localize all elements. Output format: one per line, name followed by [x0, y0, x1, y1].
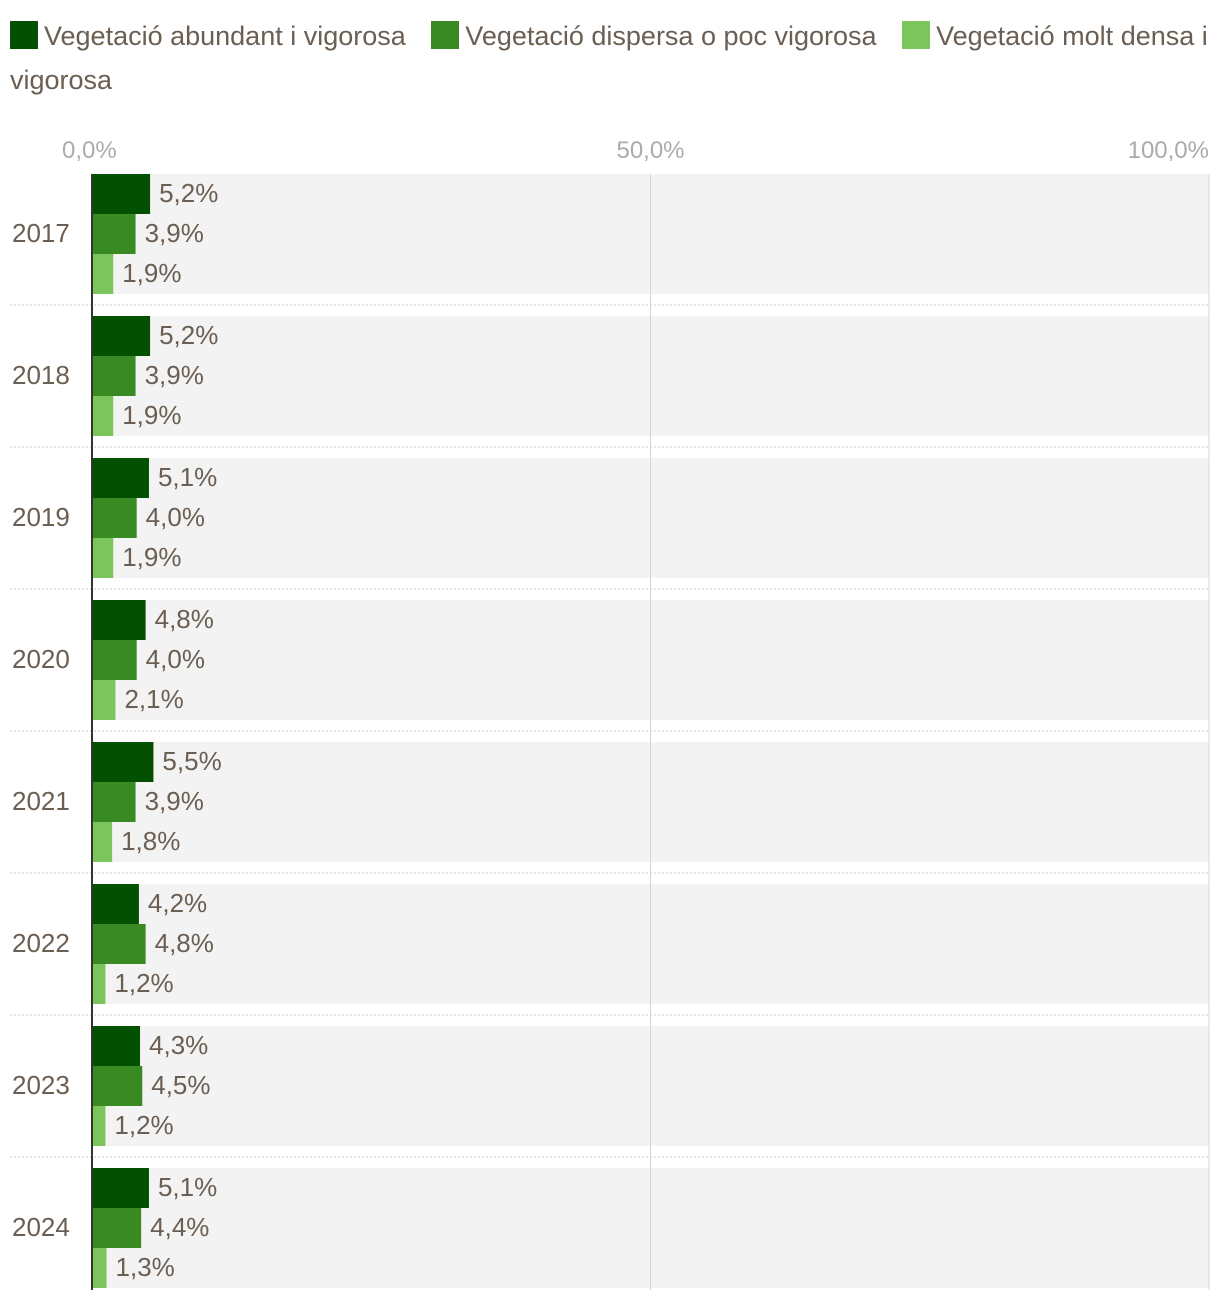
legend: Vegetació abundant i vigorosa Vegetació … [10, 14, 1210, 102]
data-label: 5,1% [158, 1172, 217, 1202]
bar [92, 174, 151, 214]
bar [92, 822, 113, 862]
x-tick-label: 0,0% [62, 137, 117, 164]
legend-swatch [10, 21, 38, 49]
bar [92, 1106, 106, 1146]
bar [92, 316, 151, 356]
bar [92, 964, 106, 1004]
bar [92, 680, 116, 720]
data-label: 1,9% [122, 400, 181, 430]
data-label: 1,9% [122, 258, 181, 288]
data-label: 3,9% [145, 360, 204, 390]
bar [92, 884, 139, 924]
data-label: 4,0% [146, 644, 205, 674]
data-label: 1,8% [121, 826, 180, 856]
bar [92, 1066, 143, 1106]
bar [92, 498, 137, 538]
legend-label: Vegetació abundant i vigorosa [44, 21, 406, 51]
bar [92, 1208, 142, 1248]
legend-swatch [431, 21, 460, 49]
category-label: 2023 [12, 1070, 70, 1100]
legend-item: Vegetació molt densa i vigorosa [10, 21, 1208, 95]
data-label: 5,5% [162, 746, 221, 776]
x-tick-label: 50,0% [616, 137, 684, 164]
bar [92, 782, 136, 822]
data-label: 4,2% [148, 888, 207, 918]
bar [92, 356, 136, 396]
bar [92, 214, 136, 254]
bar [92, 600, 146, 640]
category-label: 2018 [12, 360, 70, 390]
data-label: 5,2% [159, 178, 218, 208]
bar [92, 924, 146, 964]
data-label: 1,2% [114, 968, 173, 998]
bar [92, 396, 114, 436]
legend-label: Vegetació molt densa i vigorosa [10, 21, 1208, 95]
category-label: 2019 [12, 502, 70, 532]
category-label: 2024 [12, 1212, 70, 1242]
category-label: 2021 [12, 786, 70, 816]
data-label: 5,2% [159, 320, 218, 350]
data-label: 1,9% [122, 542, 181, 572]
bar [92, 1168, 149, 1208]
data-label: 4,8% [155, 604, 214, 634]
bar [92, 458, 149, 498]
x-tick-label: 100,0% [1128, 137, 1209, 164]
data-label: 2,1% [124, 684, 183, 714]
data-label: 4,4% [150, 1212, 209, 1242]
bar [92, 538, 114, 578]
data-label: 3,9% [145, 786, 204, 816]
data-label: 1,3% [116, 1252, 175, 1282]
data-label: 3,9% [145, 218, 204, 248]
legend-item: Vegetació abundant i vigorosa [10, 21, 406, 51]
bar [92, 254, 114, 294]
data-label: 4,8% [155, 928, 214, 958]
bar [92, 640, 137, 680]
bar [92, 742, 154, 782]
bar [92, 1248, 107, 1288]
legend-item: Vegetació dispersa o poc vigorosa [431, 21, 877, 51]
data-label: 5,1% [158, 462, 217, 492]
data-label: 4,3% [149, 1030, 208, 1060]
category-label: 2022 [12, 928, 70, 958]
data-label: 4,0% [146, 502, 205, 532]
data-label: 1,2% [114, 1110, 173, 1140]
bar [92, 1026, 141, 1066]
data-label: 4,5% [151, 1070, 210, 1100]
category-label: 2020 [12, 644, 70, 674]
legend-swatch [902, 21, 931, 49]
legend-label: Vegetació dispersa o poc vigorosa [465, 21, 877, 51]
category-label: 2017 [12, 218, 70, 248]
